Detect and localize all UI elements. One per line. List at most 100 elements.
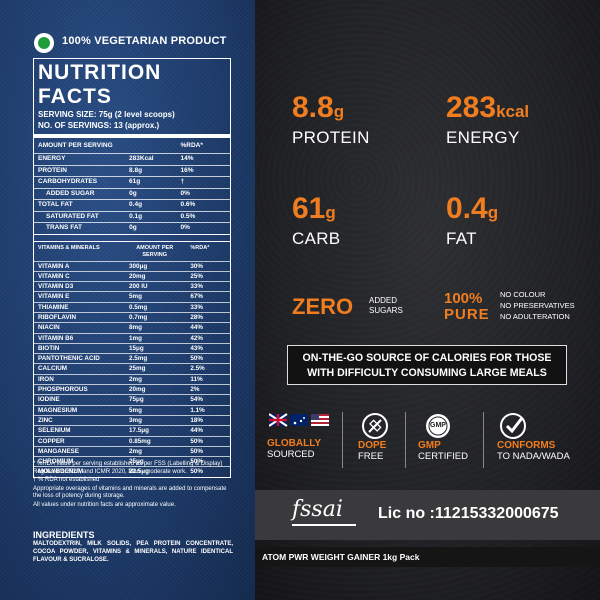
mineral-row: RIBOFLAVIN 0.7mg 28% — [34, 311, 230, 322]
mineral-amount: 20mg — [128, 272, 146, 280]
mineral-row: MANGANESE 2mg 50% — [34, 445, 230, 456]
mineral-rda: 44% — [190, 324, 204, 332]
mineral-name: VITAMIN E — [38, 293, 70, 301]
mineral-amount: 0.85mg — [128, 437, 151, 445]
no-syringe-icon — [362, 413, 388, 439]
mineral-name: THIAMINE — [38, 303, 69, 311]
flags-icon — [269, 413, 329, 427]
header-rda: %RDA* — [180, 142, 203, 149]
mineral-rda: 54% — [190, 396, 204, 404]
nutrition-amount: 0.1g — [129, 212, 143, 220]
check-circle-icon — [500, 413, 526, 439]
stat-fat: 0.4g FAT — [446, 193, 498, 249]
pure-claim: NO COLOUR — [500, 290, 546, 299]
note: † % RDA not established — [33, 477, 100, 484]
badge-dope-free: DOPE FREE — [358, 412, 389, 462]
tagline-box: ON-THE-GO SOURCE OF CALORIES FOR THOSE W… — [287, 345, 567, 385]
mineral-name: IRON — [38, 375, 54, 383]
note: All values under nutrition facts are app… — [33, 501, 176, 508]
mineral-rda: 11% — [190, 375, 203, 383]
mineral-name: PANTOTHENIC ACID — [38, 355, 100, 363]
mineral-name: VITAMIN D3 — [38, 283, 74, 291]
badge-title: GMP — [418, 440, 441, 451]
pack-name: ATOM PWR WEIGHT GAINER 1kg Pack — [262, 552, 420, 562]
nutrition-amount: 61g — [129, 178, 141, 185]
mineral-row: ZINC 3mg 18% — [34, 414, 230, 425]
mineral-amount: 200 IU — [128, 283, 148, 291]
mineral-name: CALCIUM — [38, 365, 68, 373]
nutrition-amount: 0g — [129, 189, 137, 197]
mineral-amount: 5mg — [128, 406, 142, 414]
note: * %RDA value per serving established as … — [33, 461, 223, 475]
mineral-amount: 8mg — [128, 324, 142, 332]
pure-word: PURE — [444, 306, 490, 323]
nutrition-rda: 0.5% — [180, 212, 196, 220]
nutrition-row: TOTAL FAT 0.4g 0.6% — [34, 199, 230, 211]
fssai-logo: fssai — [292, 497, 343, 522]
nutrition-row: ADDED SUGAR 0g 0% — [34, 187, 230, 200]
nutrition-title: NUTRITION FACTS — [38, 61, 162, 108]
stat-label: FAT — [446, 229, 477, 248]
header-amount: AMOUNT PER SERVING — [38, 142, 113, 149]
mineral-rda: 33% — [190, 303, 204, 311]
mineral-row: VITAMIN B6 1mg 42% — [34, 332, 230, 343]
stat-value: 61 — [292, 192, 326, 225]
nutrition-rda: 14% — [180, 155, 194, 162]
mineral-name: ZINC — [38, 416, 53, 424]
mineral-amount: 22.5μg — [128, 468, 149, 476]
mineral-amount: 20mg — [128, 386, 146, 394]
table-header: AMOUNT PER SERVING %RDA* — [34, 138, 230, 153]
mineral-name: PHOSPHOROUS — [38, 386, 88, 394]
stat-label: CARB — [292, 229, 341, 248]
mineral-amount: 2mg — [128, 447, 142, 455]
nutrition-facts-table: NUTRITION FACTS SERVING SIZE: 75g (2 lev… — [33, 58, 231, 478]
nutrition-panel — [0, 0, 255, 600]
stat-carb: 61g CARB — [292, 193, 340, 249]
nutrition-row: ENERGY 283Kcal 14% — [34, 153, 230, 165]
pure-claim: NO PRESERVATIVES — [500, 301, 575, 310]
mineral-amount: 1mg — [128, 334, 142, 342]
mineral-amount: 25μg — [128, 458, 144, 466]
badge-title: GLOBALLY — [267, 438, 322, 449]
ingredients-title: INGREDIENTS — [33, 530, 95, 540]
mineral-rda: 28% — [190, 313, 204, 321]
mineral-row: PANTOTHENIC ACID 2.5mg 50% — [34, 353, 230, 363]
nutrition-name: PROTEIN — [38, 166, 67, 174]
badge-title: CONFORMS — [497, 440, 556, 451]
nutrition-rda: 16% — [180, 166, 194, 174]
nutrition-name: SATURATED FAT — [46, 212, 99, 220]
nutrition-rda: † — [180, 178, 185, 185]
mineral-row: CHROMIUM 25μg 50% — [34, 456, 230, 466]
mineral-name: BIOTIN — [38, 344, 60, 352]
nutrition-row: TRANS FAT 0g 0% — [34, 222, 230, 234]
mineral-rda: 50% — [190, 458, 204, 466]
mineral-row: BIOTIN 15μg 43% — [34, 342, 230, 353]
badge-globally-sourced: GLOBALLY SOURCED — [267, 412, 333, 460]
nutrition-row: CARBOHYDRATES 61g † — [34, 176, 230, 188]
mineral-rda: 2% — [190, 386, 200, 394]
mineral-rda: 42% — [190, 334, 204, 342]
pure-claim: NO ADULTERATION — [500, 312, 570, 321]
mineral-rda: 44% — [190, 427, 204, 435]
divider — [34, 134, 230, 138]
nutrition-amount: 0.4g — [129, 201, 143, 208]
nutrition-name: TOTAL FAT — [38, 201, 73, 208]
mineral-rda: 67% — [190, 293, 204, 301]
license-number: Lic no :11215332000675 — [378, 505, 559, 522]
nutrition-amount: 283Kcal — [129, 155, 154, 162]
mineral-name: NIACIN — [38, 324, 60, 332]
nutrition-rda: 0% — [180, 189, 190, 197]
mineral-amount: 75μg — [128, 396, 144, 404]
mineral-row: COPPER 0.85mg 50% — [34, 435, 230, 446]
stat-value: 8.8 — [292, 91, 334, 124]
nutrition-name: ENERGY — [38, 155, 66, 162]
stat-value: 283 — [446, 91, 497, 124]
servings-count: NO. OF SERVINGS: 13 (approx.) — [38, 121, 160, 130]
nutrition-row: PROTEIN 8.8g 16% — [34, 164, 230, 177]
mineral-name: VITAMIN C — [38, 272, 70, 280]
mineral-amount: 0.5mg — [128, 303, 148, 311]
mineral-name: MAGNESIUM — [38, 406, 78, 414]
mineral-rda: 30% — [190, 262, 204, 270]
mineral-rda: 50% — [190, 437, 204, 445]
zero-sugar-sub: ADDED SUGARS — [369, 296, 403, 316]
